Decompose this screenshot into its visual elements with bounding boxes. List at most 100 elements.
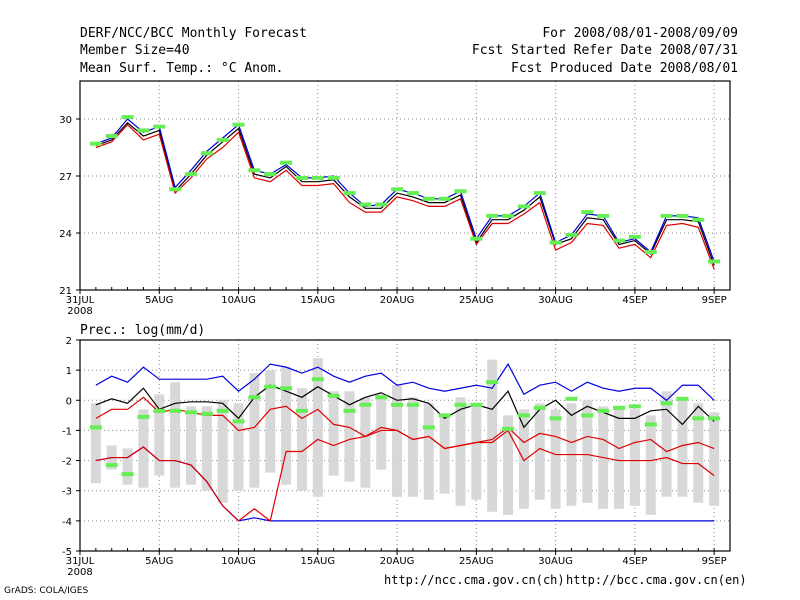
panel2-observed-marker (486, 380, 499, 385)
panel2-spread-box (534, 403, 545, 500)
panel2-spread-box (312, 358, 323, 497)
chart-title: DERF/NCC/BCC Monthly Forecast (80, 26, 307, 41)
forecast-started: Fcst Started Refer Date 2008/07/31 (471, 43, 738, 58)
panel1-xtick-label: 15AUG (300, 295, 335, 306)
panel2-xtick-label: 4SEP (622, 556, 647, 567)
panel2-spread-box (249, 373, 260, 488)
panel2-observed-marker (454, 402, 467, 407)
panel2-observed-marker (359, 402, 372, 407)
panel1-observed-marker (121, 115, 134, 120)
panel1-observed-marker (359, 202, 372, 207)
panel2-spread-box (217, 400, 228, 503)
panel2-year-label: 2008 (67, 567, 92, 578)
panel2-ytick-label: -2 (62, 457, 72, 468)
panel1-series-upper (95, 118, 715, 262)
member-size: Member Size=40 (80, 43, 190, 58)
bcc-url[interactable]: http://bcc.cma.gov.cn(en) (566, 573, 747, 587)
panel2-spread-box (503, 415, 514, 515)
panel2-spread-box (296, 388, 307, 491)
panel1-observed-marker (692, 217, 705, 222)
panel2-xtick-label: 31JUL (66, 556, 95, 567)
panel1-xtick-label: 30AUG (538, 295, 573, 306)
panel2-title: Prec.: log(mm/d) (80, 323, 205, 338)
panel2-observed-marker (232, 419, 245, 424)
panel1-observed-marker (232, 122, 245, 127)
panel1-ytick-label: 21 (59, 286, 72, 297)
panel2-spread-box (233, 403, 244, 491)
panel2-observed-marker (295, 408, 308, 413)
panel2-spread-box (170, 382, 181, 488)
panel2-xtick-label: 15AUG (300, 556, 335, 567)
panel1-year-label: 2008 (67, 306, 92, 317)
panel2-spread-box (614, 406, 625, 509)
panel2-spread-box (677, 397, 688, 497)
panel1-observed-marker (105, 134, 118, 139)
panel2-spread-box (629, 409, 640, 506)
panel1-observed-marker (660, 213, 673, 218)
panel1-xtick-label: 20AUG (380, 295, 415, 306)
panel1-observed-marker (184, 172, 197, 177)
panel2-series-upper (95, 362, 715, 402)
panel2-spread-box (90, 403, 101, 484)
panel2-observed-marker (391, 402, 404, 407)
panel1-observed-marker (264, 172, 277, 177)
panel1-observed-marker (248, 168, 261, 173)
panel1-xtick-label: 25AUG (459, 295, 494, 306)
panel2-observed-marker (375, 395, 388, 400)
panel1-xtick-label: 9SEP (702, 295, 727, 306)
panel2-series-q10 (95, 426, 715, 522)
panel1-observed-marker (613, 238, 626, 243)
panel2-xtick-label: 5AUG (145, 556, 173, 567)
panel2-observed-marker (264, 384, 277, 389)
panel2-observed-marker (502, 426, 515, 431)
panel2-ytick-label: -4 (62, 517, 72, 528)
panel2-spread-box (185, 406, 196, 485)
panel2-ytick-label: 1 (66, 366, 72, 377)
panel2-spread-box (709, 412, 720, 506)
panel1-observed-marker (153, 124, 166, 129)
panel1-observed-marker (533, 191, 546, 196)
panel1-observed-marker (454, 189, 467, 194)
panel2-spread-box (645, 415, 656, 515)
panel2-xtick-label: 10AUG (221, 556, 256, 567)
panel2-xtick-label: 20AUG (380, 556, 415, 567)
variable-label: Mean Surf. Temp.: °C Anom. (80, 61, 284, 76)
panel1-observed-marker (169, 187, 182, 192)
panel1-observed-marker (517, 204, 530, 209)
panel2-series-mean (95, 384, 715, 429)
panel2-observed-marker (105, 463, 118, 468)
panel1-observed-marker (438, 196, 451, 201)
panel1-xtick-label: 4SEP (622, 295, 647, 306)
panel1-observed-marker (676, 213, 689, 218)
panel2-observed-marker (660, 401, 673, 406)
panel2-spread-box (582, 400, 593, 503)
panel2-spread-box (344, 391, 355, 482)
panel1-frame (79, 80, 731, 291)
panel2-observed-marker (89, 425, 102, 430)
panel2-observed-marker (280, 386, 293, 391)
panel2-observed-marker (169, 408, 182, 413)
panel2-observed-marker (200, 411, 213, 416)
panel1-observed-marker (375, 202, 388, 207)
panel1-observed-marker (327, 175, 340, 180)
panel1-observed-marker (137, 128, 150, 133)
grads-credit: GrADS: COLA/IGES (4, 586, 89, 596)
panel2-observed-marker (137, 414, 150, 419)
panel2-observed-marker (470, 402, 483, 407)
panel2-observed-marker (248, 395, 261, 400)
panel2-xtick-label: 25AUG (459, 556, 494, 567)
panel2-spread-box (423, 403, 434, 500)
panel1-observed-marker (311, 175, 324, 180)
ncc-url[interactable]: http://ncc.cma.gov.cn(ch) (384, 573, 565, 587)
panel2-observed-marker (708, 416, 721, 421)
panel2-observed-marker (311, 377, 324, 382)
panel2-spread-box (328, 391, 339, 476)
panel1-observed-marker (406, 191, 419, 196)
panel2-spread-box (455, 397, 466, 506)
panel2-observed-marker (565, 396, 578, 401)
panel2-spread-box (439, 415, 450, 494)
panel1-xtick-label: 31JUL (66, 295, 95, 306)
panel2-spread-box (518, 409, 529, 509)
panel1-observed-marker (280, 160, 293, 165)
